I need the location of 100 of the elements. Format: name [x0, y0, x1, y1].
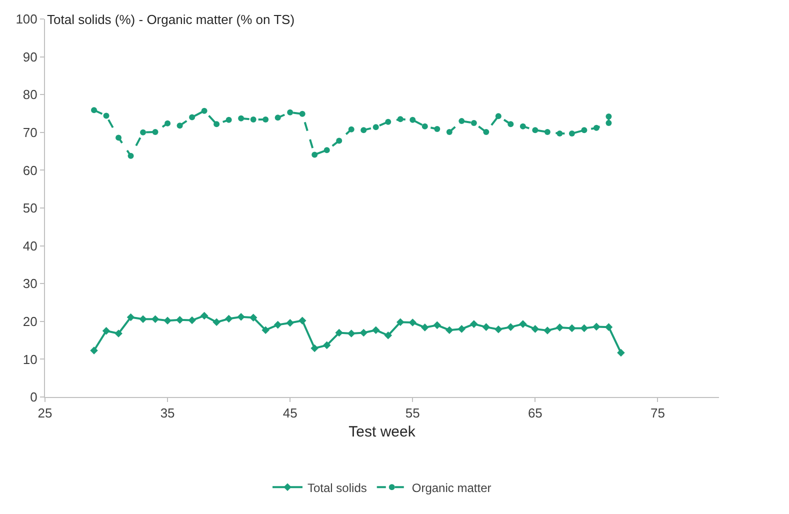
- y-tick-label: 30: [22, 276, 38, 292]
- point: [446, 129, 452, 136]
- point: [299, 110, 306, 117]
- point: [532, 127, 538, 134]
- point: [434, 126, 440, 132]
- point: [201, 108, 208, 114]
- point: [126, 313, 135, 322]
- point: [336, 138, 342, 144]
- x-tick-label: 55: [405, 406, 420, 421]
- y-tick-label: 80: [22, 87, 38, 102]
- point: [385, 118, 392, 125]
- point: [102, 326, 110, 335]
- point: [189, 114, 196, 120]
- point: [298, 316, 306, 325]
- point: [274, 114, 281, 121]
- point: [360, 328, 368, 337]
- point: [568, 130, 575, 137]
- point: [116, 134, 122, 141]
- y-tick-label: 50: [22, 200, 38, 216]
- point: [347, 330, 356, 338]
- point: [531, 325, 540, 333]
- point: [90, 346, 98, 354]
- point: [286, 319, 294, 327]
- point: [506, 323, 515, 331]
- point: [224, 314, 233, 323]
- point: [396, 318, 404, 326]
- x-tick-label: 45: [282, 406, 298, 421]
- point: [568, 324, 576, 332]
- y-axis-title: Total solids (%) - Organic matter (% on TS): [47, 12, 295, 27]
- point: [470, 120, 477, 126]
- point: [617, 348, 625, 357]
- point: [212, 318, 220, 326]
- y-tick-label: 70: [22, 124, 38, 140]
- y-tick-label: 60: [22, 162, 38, 178]
- point: [348, 126, 354, 132]
- point: [324, 147, 330, 154]
- point: [250, 116, 256, 123]
- point: [470, 320, 478, 328]
- point: [494, 325, 502, 334]
- point: [581, 127, 588, 134]
- y-tick-label: 20: [22, 314, 38, 329]
- legend-label: Organic matter: [412, 480, 492, 495]
- point: [408, 318, 417, 326]
- point: [176, 316, 184, 324]
- point: [446, 326, 454, 334]
- point: [592, 322, 600, 331]
- point: [544, 129, 550, 136]
- legend-label: Total solids: [308, 480, 367, 495]
- point: [580, 324, 588, 332]
- point: [322, 341, 331, 350]
- y-tick-label: 40: [22, 238, 38, 254]
- point: [372, 124, 379, 130]
- point: [433, 321, 442, 330]
- point: [164, 316, 172, 325]
- y-tick-label: 100: [16, 12, 38, 27]
- point: [397, 116, 404, 122]
- point: [287, 109, 294, 116]
- point: [422, 123, 428, 130]
- point: [604, 323, 613, 331]
- point: [176, 122, 183, 129]
- point: [606, 114, 612, 120]
- point: [91, 107, 98, 114]
- point: [458, 118, 465, 124]
- point: [262, 326, 270, 334]
- y-tick-label: 0: [30, 390, 38, 405]
- point: [312, 152, 318, 158]
- point: [556, 130, 563, 137]
- point: [458, 325, 466, 333]
- point: [152, 129, 158, 136]
- x-tick-label: 35: [160, 406, 175, 421]
- y-tick-label: 10: [22, 352, 38, 367]
- point: [103, 112, 110, 119]
- point: [483, 129, 490, 136]
- point: [139, 315, 147, 324]
- point: [237, 312, 245, 321]
- point: [226, 116, 232, 123]
- point: [188, 316, 196, 324]
- point: [151, 315, 160, 324]
- point: [262, 116, 269, 123]
- point: [420, 324, 429, 332]
- x-tick-label: 25: [38, 406, 52, 421]
- point: [214, 121, 220, 128]
- x-tick-label: 75: [650, 406, 665, 421]
- point: [410, 116, 416, 123]
- point: [384, 331, 392, 340]
- point: [372, 326, 380, 334]
- point: [495, 113, 502, 120]
- point: [482, 323, 490, 331]
- point: [310, 344, 318, 352]
- point: [200, 312, 208, 320]
- point: [508, 121, 514, 128]
- point: [519, 320, 527, 328]
- point: [360, 127, 367, 134]
- point: [164, 120, 171, 126]
- x-axis-title: Test week: [348, 424, 416, 441]
- point: [335, 328, 344, 337]
- point: [238, 115, 244, 122]
- point: [593, 124, 600, 131]
- point: [249, 314, 258, 322]
- point: [140, 129, 146, 136]
